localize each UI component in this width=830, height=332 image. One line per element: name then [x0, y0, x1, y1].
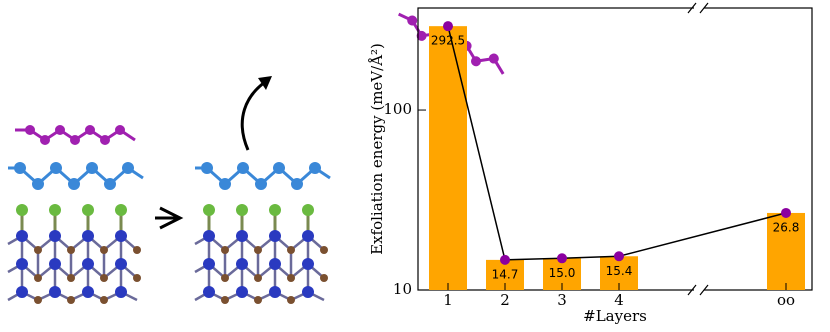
- axis-break: [687, 284, 697, 296]
- x-tick-label: 2: [500, 291, 510, 309]
- value-label: 14.7: [492, 267, 519, 281]
- axis-break: [699, 2, 709, 14]
- structure-after: [193, 8, 512, 306]
- y-axis-label: Exfoliation energy (meV/Å²): [368, 43, 386, 255]
- value-label: 15.4: [606, 264, 633, 278]
- marker: [557, 253, 567, 264]
- axis-break-gap: [694, 288, 704, 292]
- axis-break: [687, 2, 697, 14]
- value-label: 15.0: [549, 266, 576, 280]
- chart: 10 100 292.5 1 14.7 2 15.0 3 15.4 4 26.8 oo #Layers E…: [368, 2, 813, 325]
- bar: [429, 26, 467, 290]
- x-tick-label: 1: [443, 291, 453, 309]
- structure-before: [6, 123, 145, 306]
- y-tick-label: 100: [383, 100, 412, 118]
- marker: [500, 254, 510, 265]
- x-tick-label: oo: [777, 291, 795, 309]
- arrow: [155, 206, 184, 230]
- marker: [781, 207, 791, 218]
- x-tick-label: 4: [614, 291, 624, 309]
- value-label: 292.5: [431, 34, 465, 48]
- plot-frame: [417, 7, 813, 291]
- x-tick-label: 3: [557, 291, 567, 309]
- axis-break: [699, 284, 709, 296]
- y-tick-label: 10: [393, 280, 412, 298]
- bar: [767, 212, 805, 290]
- line: [447, 25, 787, 261]
- x-axis-label: #Layers: [583, 307, 647, 325]
- axis-break-gap: [694, 6, 704, 10]
- value-label: 26.8: [773, 220, 800, 234]
- marker: [614, 251, 624, 262]
- marker: [443, 21, 453, 32]
